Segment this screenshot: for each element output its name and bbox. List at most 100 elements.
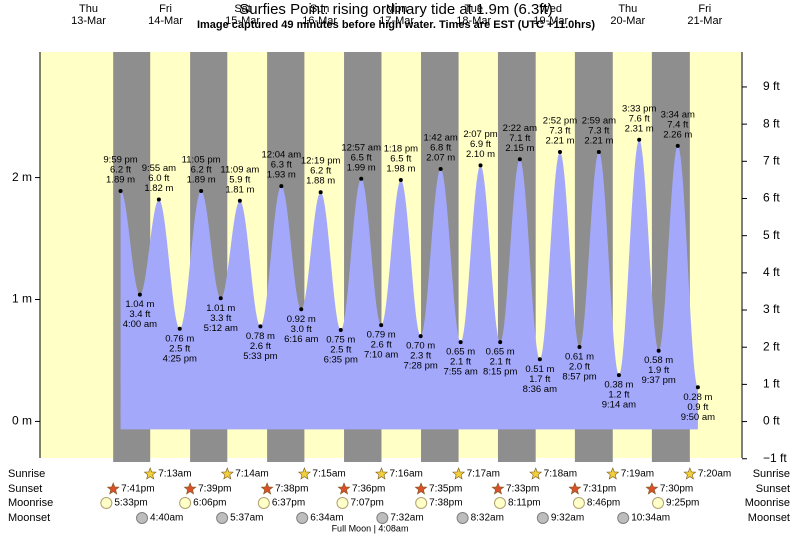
y2-tick-label: 1 ft	[763, 377, 780, 391]
tide-label: 7.4 ft	[667, 119, 688, 130]
tide-label: 2.26 m	[663, 129, 692, 140]
tide-label: 6.3 ft	[271, 160, 292, 171]
tide-point	[478, 163, 483, 168]
tide-label: 5:33 pm	[243, 351, 277, 362]
event-time: 7:19am	[621, 469, 654, 480]
tide-label: 7.6 ft	[629, 113, 650, 124]
tide-label: 6.2 ft	[110, 165, 131, 176]
tide-point	[577, 345, 582, 350]
tide-label: 11:05 pm	[182, 155, 221, 166]
tide-point	[279, 184, 284, 189]
tide-label: 6.5 ft	[390, 154, 411, 165]
tide-label: 0.75 m	[326, 334, 355, 345]
tide-label: 2.15 m	[505, 143, 534, 154]
event-time: 8:46pm	[587, 498, 620, 509]
event-time: 7:15am	[312, 469, 345, 480]
day-name: Fri	[159, 3, 172, 15]
tide-label: 9:50 am	[681, 412, 715, 423]
tide-label: 2.5 ft	[330, 344, 351, 355]
tide-label: 3.3 ft	[210, 313, 231, 324]
event-time: 10:34am	[631, 513, 670, 524]
tide-label: 9:37 pm	[642, 375, 676, 386]
chart-title: Surfies Point: rising ordinary tide at 1…	[239, 1, 552, 18]
event-time: 6:06pm	[193, 498, 226, 509]
tide-label: 1.98 m	[386, 164, 415, 175]
row-label: Sunrise	[8, 468, 45, 480]
tide-label: 4:25 pm	[163, 353, 197, 364]
event-time: 7:14am	[235, 469, 268, 480]
event-time: 7:38pm	[275, 484, 308, 495]
tide-label: 0.61 m	[565, 352, 594, 363]
event-icon	[183, 482, 197, 495]
event-time: 7:13am	[158, 469, 191, 480]
tide-point	[637, 137, 642, 142]
day-date: 17-Mar	[379, 15, 414, 27]
day-date: 15-Mar	[225, 15, 260, 27]
tide-point	[318, 190, 323, 195]
tide-label: 12:57 am	[341, 142, 381, 153]
event-time: 9:32am	[551, 513, 584, 524]
tide-label: 1.81 m	[225, 184, 254, 195]
tide-label: 8:36 am	[523, 384, 557, 395]
tide-point	[656, 348, 661, 353]
tide-point	[258, 324, 263, 329]
y2-tick-label: 7 ft	[763, 153, 780, 167]
tide-point	[218, 296, 223, 301]
tide-label: 8:15 pm	[483, 367, 517, 378]
tide-label: 9:59 pm	[103, 155, 137, 166]
tide-label: 2.07 m	[426, 153, 455, 164]
day-date: 19-Mar	[533, 15, 568, 27]
event-icon	[179, 497, 192, 509]
tide-point	[338, 327, 343, 332]
event-time: 7:16am	[389, 469, 422, 480]
tide-label: 12:04 am	[262, 150, 302, 161]
tide-point	[199, 188, 204, 193]
tide-point	[438, 167, 443, 172]
tide-point	[596, 149, 601, 154]
day-name: Thu	[79, 3, 98, 15]
event-icon	[572, 497, 585, 509]
event-icon	[106, 482, 120, 495]
day-date: 16-Mar	[302, 15, 337, 27]
tide-point	[156, 197, 161, 202]
event-icon	[683, 467, 697, 480]
event-time: 4:40am	[150, 513, 183, 524]
chart-subtitle: Image captured 49 minutes before high wa…	[197, 19, 595, 31]
tide-label: 2:59 am	[582, 115, 616, 126]
tide-label: 0.65 m	[446, 347, 475, 358]
tide-point	[458, 340, 463, 345]
event-time: 8:32am	[471, 513, 504, 524]
event-icon	[260, 482, 274, 495]
row-label: Sunset	[756, 483, 790, 495]
y2-tick-label: 2 ft	[763, 339, 780, 353]
day-date: 20-Mar	[610, 15, 645, 27]
tide-label: 0.76 m	[165, 333, 194, 344]
tide-label: 6:35 pm	[324, 354, 358, 365]
tide-label: 0.78 m	[246, 331, 275, 342]
tide-point	[398, 178, 403, 183]
tide-label: 3:34 am	[661, 109, 695, 120]
tide-label: 6.0 ft	[148, 173, 169, 184]
tide-point	[517, 157, 522, 162]
y2-tick-label: 3 ft	[763, 302, 780, 316]
tide-label: 2.6 ft	[371, 340, 392, 351]
day-name: Fri	[698, 3, 711, 15]
tide-label: 1.2 ft	[608, 390, 629, 401]
tide-point	[418, 334, 423, 339]
event-icon	[216, 512, 229, 524]
tide-label: 2.31 m	[625, 123, 654, 134]
event-time: 7:17am	[467, 469, 500, 480]
event-icon	[452, 467, 466, 480]
tide-label: 7:28 pm	[403, 361, 437, 372]
tide-point	[379, 323, 384, 328]
event-icon	[297, 467, 311, 480]
row-label: Sunrise	[753, 468, 790, 480]
event-icon	[491, 482, 505, 495]
y2-tick-label: 9 ft	[763, 79, 780, 93]
tide-label: 1.89 m	[106, 175, 135, 186]
tide-point	[498, 340, 503, 345]
tide-label: 7.3 ft	[588, 125, 609, 136]
tide-label: 0.70 m	[406, 341, 435, 352]
